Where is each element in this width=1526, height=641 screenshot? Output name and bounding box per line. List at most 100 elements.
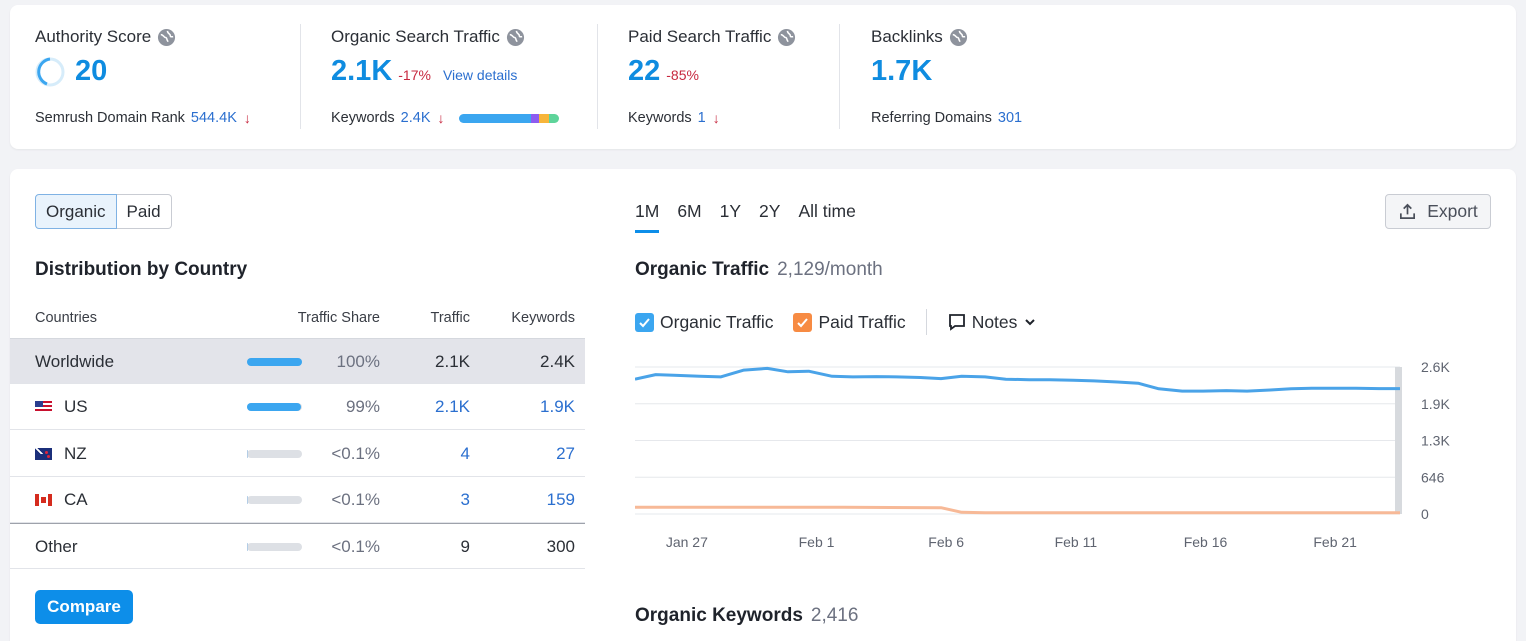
divider [839, 24, 840, 129]
chart-subtitle: 2,129/month [777, 259, 883, 280]
paid-traffic-value[interactable]: 22 [628, 55, 661, 87]
keyword-bar-segment [458, 113, 499, 123]
country-cell: US [35, 397, 88, 417]
country-cell: CA [35, 490, 88, 510]
chevron-down-icon[interactable] [1023, 315, 1037, 329]
keyword-bar-segment [548, 113, 559, 123]
traffic-share-bar [247, 496, 302, 504]
globe-icon[interactable] [777, 28, 796, 47]
organic-traffic-chart-title: Organic Traffic 2,129/month [635, 259, 883, 281]
country-cell: Worldwide [35, 352, 114, 372]
organic-keywords-label: Keywords [331, 110, 395, 126]
view-details-link[interactable]: View details [442, 67, 518, 83]
x-tick-label: Feb 11 [1055, 534, 1098, 549]
chart-range-handle [1395, 367, 1402, 514]
table-row[interactable]: US 99% 2.1K 1.9K [10, 384, 585, 430]
upload-icon [1400, 203, 1416, 220]
organic-toggle-button[interactable]: Organic [35, 194, 117, 229]
backlinks-label: Backlinks [871, 27, 943, 46]
table-row[interactable]: Other <0.1% 9 300 [10, 523, 585, 569]
globe-icon[interactable] [506, 28, 525, 47]
traffic-share-cell: 100% [336, 352, 380, 371]
divider [300, 24, 301, 129]
domain-rank-label: Semrush Domain Rank [35, 110, 185, 126]
globe-icon[interactable] [157, 28, 176, 47]
x-tick-label: Jan 27 [666, 534, 708, 549]
y-tick-label: 2.6K [1421, 359, 1450, 375]
traffic-cell[interactable]: 2.1K [435, 397, 470, 416]
organic-keywords-title-text: Organic Keywords [635, 605, 803, 626]
country-name: Other [35, 537, 78, 556]
keywords-header[interactable]: Keywords [511, 310, 575, 326]
chart-legend: Organic Traffic Paid Traffic Notes [635, 309, 1037, 335]
notes-dropdown[interactable]: Notes [971, 311, 1018, 332]
organic-keywords-value[interactable]: 2.4K [400, 110, 431, 126]
ca-flag-icon [35, 494, 52, 506]
organic-keywords-count: 2,416 [810, 605, 859, 626]
period-all-time[interactable]: All time [798, 201, 856, 221]
country-cell: NZ [35, 444, 87, 464]
y-tick-label: 646 [1421, 469, 1445, 485]
referring-domains-value[interactable]: 301 [997, 110, 1023, 126]
traffic-type-toggle: Organic Paid [35, 194, 172, 229]
traffic-header[interactable]: Traffic [430, 310, 470, 326]
country-name: Worldwide [35, 352, 115, 371]
table-row[interactable]: NZ <0.1% 4 27 [10, 431, 585, 477]
paid-traffic-checkbox[interactable] [793, 312, 813, 332]
traffic-share-cell: <0.1% [331, 444, 380, 463]
traffic-share-header[interactable]: Traffic Share [297, 310, 380, 326]
comment-icon[interactable] [947, 312, 967, 332]
organic-traffic-chart[interactable]: 2.6K 1.9K 1.3K 646 0 Jan 27 Feb 1 Feb 6 Feb 11 Fe… [635, 354, 1455, 549]
paid-keywords-label: Keywords [628, 110, 692, 126]
check-icon [797, 317, 809, 327]
globe-icon[interactable] [949, 28, 968, 47]
keywords-cell: 300 [546, 537, 575, 556]
organic-traffic-checkbox[interactable] [635, 312, 654, 332]
x-tick-label: Feb 1 [799, 534, 835, 549]
period-6m[interactable]: 6M [677, 201, 702, 221]
arrow-down-icon: ↓ [243, 110, 251, 126]
country-cell: Other [35, 537, 78, 557]
y-tick-label: 1.9K [1421, 396, 1450, 412]
organic-traffic-line [635, 366, 1400, 393]
authority-score-label: Authority Score [35, 27, 152, 46]
organic-traffic-value[interactable]: 2.1K [331, 55, 393, 87]
distribution-title: Distribution by Country [35, 259, 248, 280]
traffic-share-cell: 99% [345, 397, 380, 416]
country-name: NZ [64, 444, 87, 463]
traffic-cell: 9 [460, 537, 470, 556]
us-flag-icon [35, 401, 52, 413]
table-row[interactable]: CA <0.1% 3 159 [10, 477, 585, 523]
countries-header: Countries [35, 310, 98, 326]
traffic-share-bar-fill [247, 358, 302, 366]
domain-rank-value[interactable]: 544.4K [190, 110, 237, 126]
divider [597, 24, 598, 129]
period-1y[interactable]: 1Y [719, 201, 742, 221]
paid-toggle-button[interactable]: Paid [116, 194, 172, 229]
nz-flag-icon [35, 448, 52, 460]
authority-score-gauge-icon [35, 57, 65, 86]
backlinks-value[interactable]: 1.7K [871, 55, 933, 87]
period-2y[interactable]: 2Y [759, 201, 781, 221]
keywords-cell[interactable]: 27 [556, 444, 575, 463]
paid-traffic-label: Paid Search Traffic [628, 27, 772, 46]
keywords-cell[interactable]: 159 [546, 490, 575, 509]
traffic-share-cell: <0.1% [331, 490, 380, 509]
paid-keywords-value[interactable]: 1 [697, 110, 706, 126]
traffic-cell[interactable]: 3 [460, 490, 470, 509]
traffic-share-bar [247, 450, 302, 458]
traffic-cell: 2.1K [435, 352, 470, 371]
export-button[interactable]: Export [1385, 194, 1491, 229]
organic-traffic-delta: -17% [398, 67, 431, 83]
compare-button[interactable]: Compare [35, 590, 133, 624]
traffic-cell[interactable]: 4 [460, 444, 470, 463]
paid-traffic-line [635, 505, 1400, 515]
keyword-distribution-bar[interactable] [458, 113, 559, 123]
traffic-share-bar-fill [247, 450, 249, 458]
table-row[interactable]: Worldwide 100% 2.1K 2.4K [10, 338, 585, 384]
organic-traffic-legend-label[interactable]: Organic Traffic [660, 311, 774, 332]
paid-traffic-legend-label[interactable]: Paid Traffic [818, 311, 906, 332]
period-1m[interactable]: 1M [635, 201, 660, 233]
keywords-cell[interactable]: 1.9K [540, 397, 575, 416]
country-name: CA [64, 490, 88, 509]
